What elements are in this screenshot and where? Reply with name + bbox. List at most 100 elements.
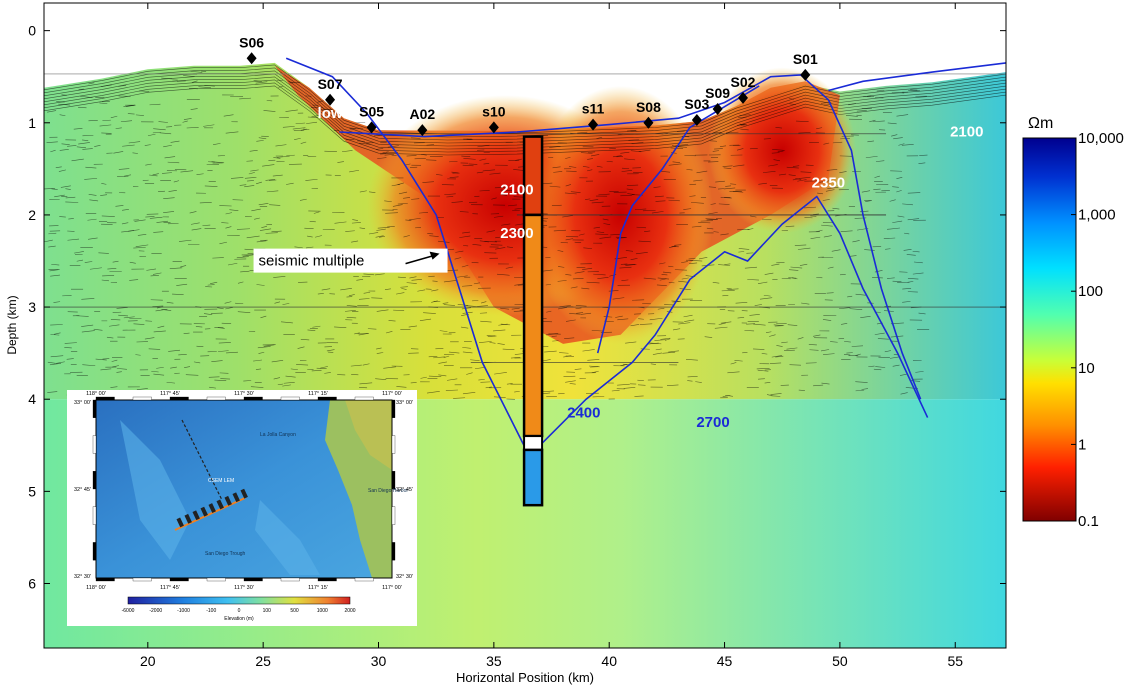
seismic-trace [695,381,702,383]
seismic-trace [225,212,233,215]
inset-elevation-tick: 2000 [344,608,355,614]
inset-border-segment [92,399,97,418]
seismic-trace [907,218,920,221]
seismic-trace [804,217,813,219]
y-tick-label: 6 [28,576,36,592]
seismic-trace [132,152,138,154]
seismic-trace [855,381,868,383]
seismic-trace [463,158,476,160]
inset-border-segment [95,396,115,401]
seismic-trace [426,144,435,146]
seismic-trace [598,193,610,196]
seismic-trace [129,279,139,281]
seismic-trace [565,274,572,276]
seismic-trace [479,189,490,192]
seismic-trace [100,194,108,196]
inset-lon-label: 117° 00' [382,585,402,591]
seismic-trace [510,356,521,359]
seismic-trace [89,199,99,202]
velocity-contour [339,74,922,400]
velocity-contour [596,85,760,354]
seismic-trace [147,133,156,137]
x-tick-label: 20 [140,653,156,669]
seismic-trace [368,232,379,235]
seismic-trace [110,386,118,388]
seismic-trace [479,158,487,161]
seismic-trace [53,301,61,303]
seismic-trace [254,217,260,220]
seismic-trace [81,298,95,300]
seismic-trace [792,178,799,181]
seismic-trace [359,142,371,145]
seismic-trace [864,249,875,251]
seismic-trace [55,361,65,364]
plot-frame [43,2,1007,649]
seismic-trace [551,335,557,337]
callout-arrowhead [429,251,440,260]
seismic-trace [247,180,254,182]
seismic-trace [789,269,799,271]
seismic-trace [203,124,215,127]
seismic-trace [54,194,65,198]
seismic-trace [157,325,165,328]
seismic-trace [874,175,880,178]
seismic-trace [221,222,229,224]
seismic-trace [403,235,410,238]
colorbar-tick-label: 100 [1078,283,1103,300]
seismic-trace [474,367,485,370]
seismic-trace [255,81,268,84]
seismic-trace [163,211,175,213]
seismic-trace [904,232,910,235]
station-marker [800,68,811,81]
seismic-trace [149,216,163,219]
seismic-trace [218,350,229,352]
seismic-trace [515,158,522,161]
seismic-trace [710,203,716,205]
seismic-trace [493,215,504,218]
seismic-trace [349,169,360,173]
seismic-trace [401,288,407,290]
seismic-trace [730,362,737,365]
seismic-trace [906,254,916,256]
seismic-trace [730,183,737,185]
seismic-trace [785,225,795,227]
seismic-trace [553,171,563,173]
seismic-trace [642,209,656,212]
seismic-trace [156,366,164,369]
inset-elevation-bar [127,596,351,605]
inset-elevation-tick: 100 [263,608,272,614]
seismic-trace [53,332,61,335]
seismic-trace [358,333,368,336]
seismic-trace [761,353,768,355]
seismic-trace [193,361,201,364]
seismic-trace [446,378,458,381]
seismic-trace [565,319,576,322]
seismic-trace [484,241,497,243]
seismic-trace [453,397,466,399]
seismic-trace [759,297,773,300]
seismic-trace [887,122,897,125]
seismic-trace [385,331,393,334]
seismic-trace [559,352,569,354]
seismic-trace [351,240,359,243]
seismic-trace [422,181,434,183]
seismic-trace [825,189,835,192]
seismic-trace [813,334,821,337]
seismic-trace [250,386,264,388]
seismic-trace [789,364,801,366]
seismic-trace [740,128,749,131]
seismic-trace [292,127,306,130]
station-label: S07 [318,76,343,92]
seismic-trace [411,279,422,281]
seismic-trace [44,187,56,190]
seismic-trace [237,281,244,284]
seismic-trace [168,190,177,192]
seismic-trace [137,233,147,236]
seismic-trace [826,292,834,294]
station-marker [712,102,723,115]
seismic-trace [810,236,821,239]
seismic-trace [185,374,199,376]
seismic-trace [217,307,224,310]
inset-station [192,510,200,521]
seismic-trace [771,152,780,154]
